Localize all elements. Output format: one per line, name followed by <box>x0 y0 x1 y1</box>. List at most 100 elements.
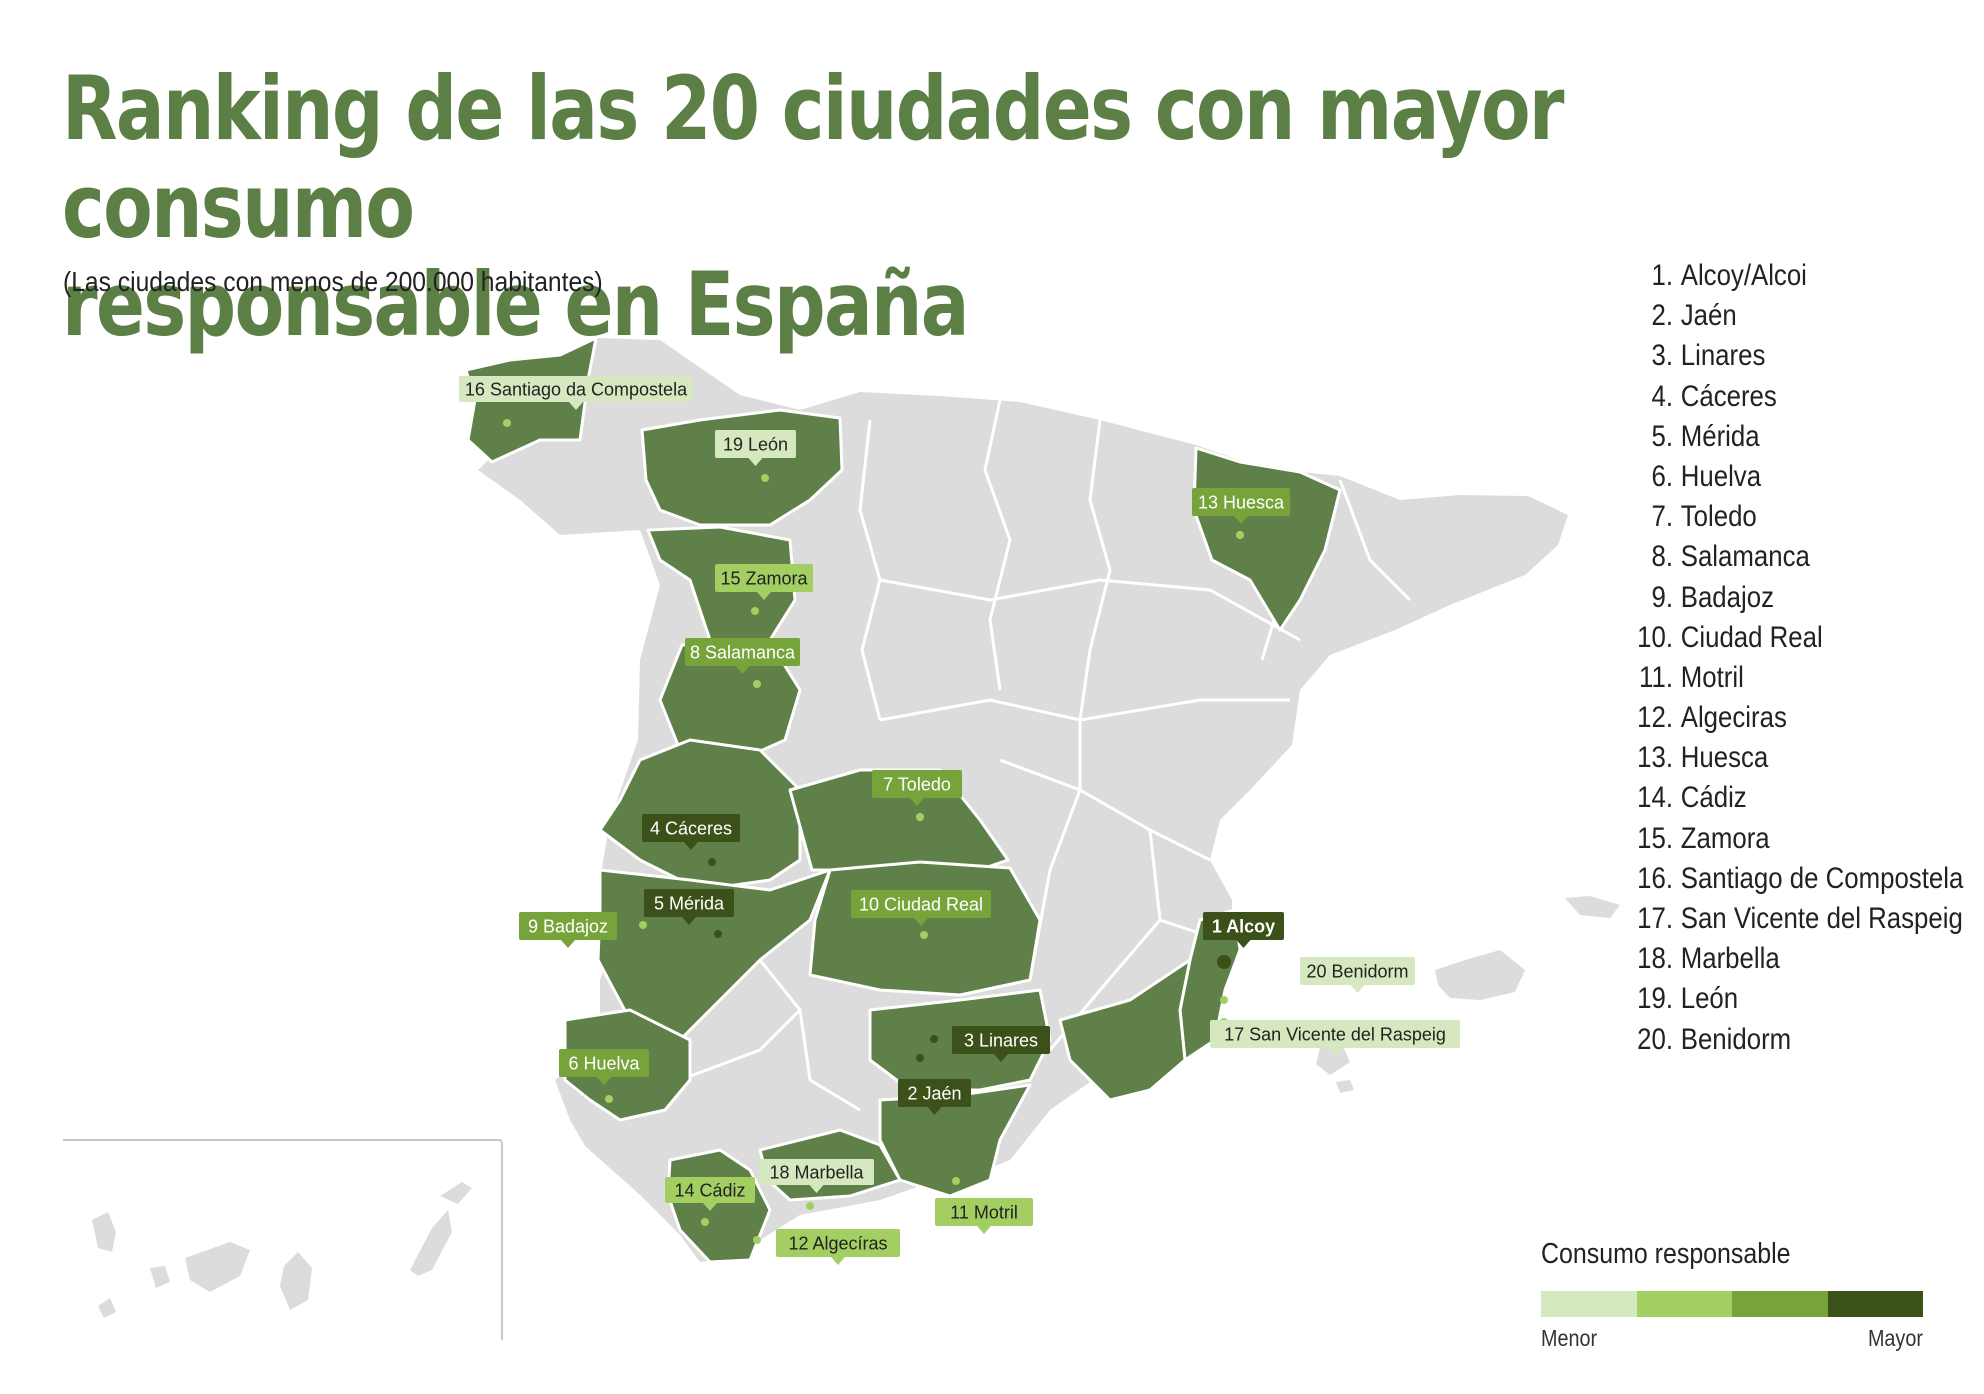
page-subtitle: (Las ciudades con menos de 200.000 habit… <box>63 266 603 297</box>
ranking-item: 17. San Vicente del Raspeig <box>1630 899 1963 939</box>
ranking-list: 1. Alcoy/Alcoi 2. Jaén 3. Linares 4. Cáceres 5. M… <box>1630 256 1984 1060</box>
ranking-item: 8. Salamanca <box>1630 537 1963 577</box>
map-label-text: 9 Badajoz <box>528 917 608 937</box>
map-label-box <box>1192 488 1290 516</box>
map-label-text: 18 Marbella <box>769 1163 864 1183</box>
map-label-box <box>1203 912 1284 940</box>
map-label-box <box>644 889 734 917</box>
legend-swatch-2 <box>1636 1291 1732 1317</box>
map-label-text: 11 Motril <box>950 1203 1018 1223</box>
ranking-city: Zamora <box>1680 821 1770 855</box>
ranking-number: 16. <box>1637 861 1673 895</box>
map-label-box <box>759 1159 874 1185</box>
map-label-text: 6 Huelva <box>568 1054 640 1074</box>
ranking-number: 5. <box>1651 419 1673 453</box>
map-label: 14 Cádiz <box>665 1177 755 1211</box>
ranking-city: San Vicente del Raspeig <box>1680 902 1963 935</box>
map-label: 20 Benidorm <box>1300 957 1415 993</box>
province-granada <box>878 1083 1032 1198</box>
map-label-box <box>898 1079 971 1107</box>
ranking-number: 11. <box>1639 660 1673 694</box>
map-label-box <box>952 1026 1050 1054</box>
ranking-item: 20. Benidorm <box>1630 1020 1963 1060</box>
map-label-text: 15 Zamora <box>720 569 808 589</box>
ranking-number: 9. <box>1651 580 1673 614</box>
map-label: 1 Alcoy <box>1203 912 1284 948</box>
map-label-box <box>935 1198 1033 1226</box>
map-label: 11 Motril <box>935 1198 1033 1234</box>
ranking-item: 18. Marbella <box>1630 939 1963 979</box>
ranking-item: 6. Huelva <box>1630 457 1963 497</box>
legend-title: Consumo responsable <box>1541 1238 1791 1270</box>
ranking-city: Linares <box>1680 339 1766 373</box>
map-label-text: 17 San Vicente del Raspeig <box>1224 1025 1446 1045</box>
map-label: 19 León <box>715 430 796 466</box>
legend-color-scale <box>1541 1291 1923 1317</box>
legend-max-label: Mayor <box>1868 1325 1923 1351</box>
ranking-city: Alcoy/Alcoi <box>1680 259 1807 292</box>
legend-swatch-1 <box>1541 1291 1637 1317</box>
ranking-city: Badajoz <box>1680 580 1774 614</box>
map-label: 5 Mérida <box>644 889 734 925</box>
ranking-number: 13. <box>1637 741 1673 775</box>
map-label: 8 Salamanca <box>685 638 800 674</box>
ranking-item: 11. Motril <box>1630 658 1963 698</box>
map-label-text: 5 Mérida <box>654 894 725 914</box>
ranking-city: Motril <box>1680 660 1744 694</box>
ranking-number: 6. <box>1651 459 1673 493</box>
ranking-city: Huelva <box>1680 459 1762 493</box>
province-ciudad-real <box>808 860 1042 997</box>
map-label-box <box>642 814 740 842</box>
ranking-city: Benidorm <box>1680 1022 1792 1056</box>
map-label-box <box>715 564 813 592</box>
ranking-city: León <box>1680 982 1739 1016</box>
map-label: 16 Santiago da Compostela <box>459 376 693 410</box>
ranking-number: 4. <box>1651 379 1673 413</box>
map-label-text: 7 Toledo <box>883 775 951 795</box>
ranking-item: 1. Alcoy/Alcoi <box>1630 256 1963 296</box>
canary-islands-inset <box>63 1139 503 1340</box>
map-label-text: 16 Santiago da Compostela <box>465 380 688 400</box>
legend-swatch-4 <box>1827 1291 1923 1317</box>
map-label-box <box>665 1177 755 1203</box>
ranking-city: Marbella <box>1680 942 1780 976</box>
map-label: 9 Badajoz <box>519 912 617 948</box>
map-label-text: 14 Cádiz <box>674 1181 745 1201</box>
ranking-item: 3. Linares <box>1630 336 1963 376</box>
map-label: 17 San Vicente del Raspeig <box>1210 1020 1460 1056</box>
ranking-city: Jaén <box>1680 299 1737 333</box>
map-label-text: 4 Cáceres <box>650 819 732 839</box>
map-label-text: 20 Benidorm <box>1306 962 1408 982</box>
ranking-city: Santiago de Compostela <box>1680 861 1964 895</box>
ranking-city: Toledo <box>1680 500 1757 534</box>
ranking-number: 15. <box>1637 821 1673 855</box>
ranking-item: 14. Cádiz <box>1630 778 1963 818</box>
map-label: 7 Toledo <box>872 770 962 806</box>
map-label: 3 Linares <box>952 1026 1050 1062</box>
ranking-number: 10. <box>1637 620 1673 654</box>
ranking-number: 12. <box>1637 701 1673 735</box>
canary-islands <box>92 1182 472 1318</box>
map-label-text: 19 León <box>723 435 788 455</box>
legend: Consumo responsable Menor Mayor <box>1541 1238 1923 1352</box>
legend-min-label: Menor <box>1541 1325 1598 1351</box>
map-label-box <box>459 376 693 402</box>
ranking-item: 2. Jaén <box>1630 296 1963 336</box>
ranking-city: Cádiz <box>1680 781 1747 815</box>
ranking-number: 8. <box>1651 540 1673 574</box>
map-label-box <box>519 912 617 940</box>
ranking-number: 14. <box>1637 781 1673 815</box>
map-label: 2 Jaén <box>898 1079 971 1115</box>
map-label-box <box>685 638 800 666</box>
map-label-box <box>872 770 962 798</box>
ranking-item: 9. Badajoz <box>1630 578 1963 618</box>
ranking-city: Huesca <box>1680 741 1769 775</box>
ranking-number: 20. <box>1637 1022 1673 1056</box>
legend-swatch-3 <box>1732 1291 1828 1317</box>
ranking-number: 3. <box>1651 339 1673 373</box>
ranking-city: Algeciras <box>1680 701 1787 735</box>
map-label: 18 Marbella <box>759 1159 874 1193</box>
ranking-city: Ciudad Real <box>1680 620 1823 654</box>
map-label: 6 Huelva <box>559 1049 649 1085</box>
